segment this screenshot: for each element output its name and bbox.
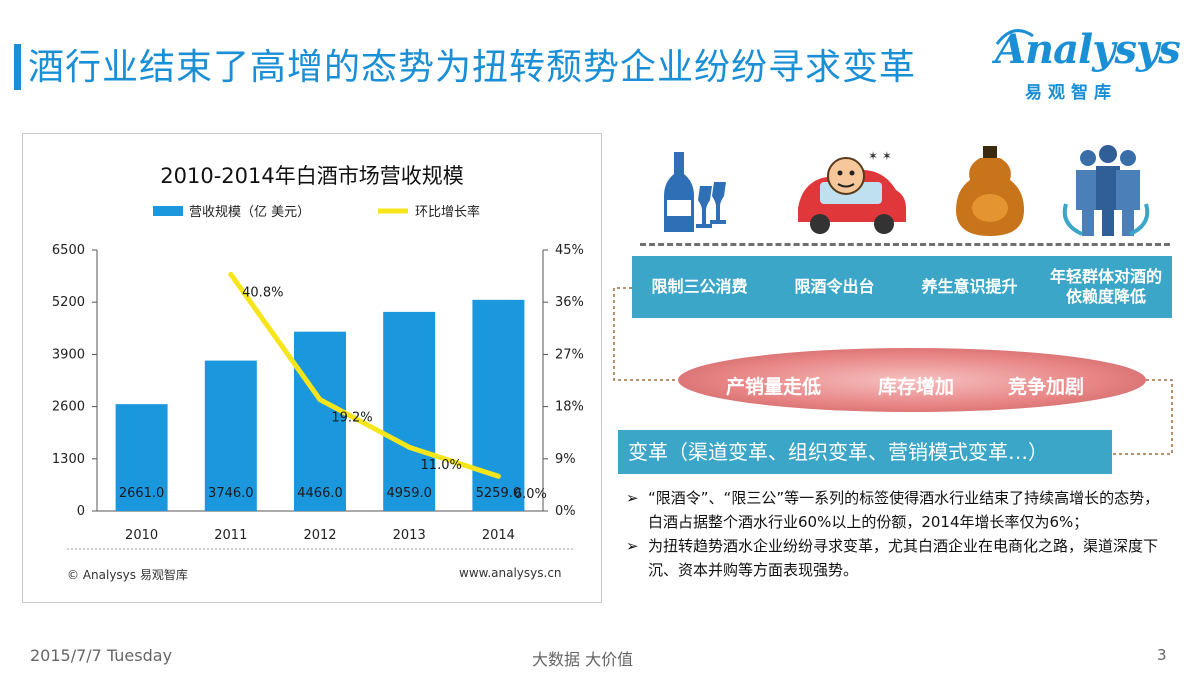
bar bbox=[204, 360, 257, 511]
x-tick-label: 2013 bbox=[393, 528, 426, 543]
y-tick-label-right: 18% bbox=[555, 400, 584, 415]
svg-text:✶ ✶: ✶ ✶ bbox=[868, 149, 892, 163]
line-data-label: 19.2% bbox=[331, 411, 372, 426]
y-tick-label-left: 6500 bbox=[52, 243, 85, 258]
reform-box: 变革（渠道变革、组织变革、营销模式变革…） bbox=[618, 430, 1112, 474]
bullet-arrow-icon: ➢ bbox=[626, 537, 639, 555]
bar bbox=[472, 299, 525, 511]
x-tick-label: 2011 bbox=[214, 528, 247, 543]
bullet-text: 为扭转趋势酒水企业纷纷寻求变革，尤其白酒企业在电商化之路，渠道深度下沉、资本并购… bbox=[648, 537, 1159, 579]
icons-divider bbox=[640, 243, 1170, 246]
line-point bbox=[495, 473, 501, 479]
effect-item: 库存增加 bbox=[878, 376, 955, 398]
footer-slogan: 大数据 大价值 bbox=[532, 650, 634, 669]
effect-item: 竞争加剧 bbox=[1008, 376, 1085, 398]
y-tick-label-right: 36% bbox=[555, 295, 584, 310]
growth-line bbox=[228, 272, 500, 479]
line-data-label: 11.0% bbox=[421, 458, 462, 473]
cause-item: 年轻群体对酒的依赖度降低 bbox=[1049, 267, 1162, 306]
bar-data-label: 4466.0 bbox=[297, 486, 343, 501]
line-point bbox=[317, 397, 323, 403]
bar-data-label: 4959.0 bbox=[386, 486, 432, 501]
logo-word: Analysys bbox=[995, 26, 1181, 73]
y-tick-label-right: 9% bbox=[555, 452, 576, 467]
list-item: ➢ “限酒令”、“限三公”等一系列的标签使得酒水行业结束了持续高增长的态势，白酒… bbox=[626, 486, 1174, 534]
bar-data-label: 5259.0 bbox=[476, 486, 522, 501]
legend-bar-label: 营收规模（亿 美元） bbox=[189, 205, 310, 220]
bullet-text: “限酒令”、“限三公”等一系列的标签使得酒水行业结束了持续高增长的态势，白酒占据… bbox=[648, 489, 1160, 531]
y-tick-label-right: 27% bbox=[555, 347, 584, 362]
logo-chinese: 易观智库 bbox=[1025, 83, 1117, 103]
y-tick-label-left: 5200 bbox=[52, 295, 85, 310]
legend-line-label: 环比增长率 bbox=[415, 204, 480, 220]
bullet-arrow-icon: ➢ bbox=[626, 489, 639, 507]
cause-item: 限酒令出台 bbox=[794, 277, 875, 296]
bar bbox=[294, 331, 346, 511]
cause-icons: ✶ ✶ bbox=[650, 140, 1170, 240]
y-tick-label-left: 2600 bbox=[52, 400, 85, 415]
page-number: 3 bbox=[1157, 646, 1167, 664]
bullet-list: ➢ “限酒令”、“限三公”等一系列的标签使得酒水行业结束了持续高增长的态势，白酒… bbox=[626, 486, 1174, 582]
y-tick-label-left: 3900 bbox=[52, 347, 85, 362]
bar bbox=[115, 404, 168, 511]
line-point bbox=[406, 444, 412, 450]
chart-copyright: © Analysys 易观智库 bbox=[67, 568, 188, 582]
x-tick-label: 2014 bbox=[482, 528, 515, 543]
wine-bottle-glasses-icon bbox=[664, 152, 726, 232]
legend-bar-swatch bbox=[153, 206, 183, 216]
bar-data-label: 3746.0 bbox=[208, 486, 254, 501]
line-data-label: 6.0% bbox=[514, 487, 547, 502]
cause-item: 养生意识提升 bbox=[921, 277, 1018, 296]
liquor-gourd-bottle-icon bbox=[956, 146, 1024, 236]
footer-date: 2015/7/7 Tuesday bbox=[30, 646, 173, 665]
chart-panel: 0 1300 2600 3900 5200 6500 0% 9% 18% 27% 36% 45% 266… bbox=[22, 133, 602, 603]
cause-item: 限制三公消费 bbox=[651, 277, 748, 296]
chart-website: www.analysys.cn bbox=[459, 566, 562, 580]
revenue-chart: 0 1300 2600 3900 5200 6500 0% 9% 18% 27% 36% 45% 266… bbox=[52, 204, 584, 550]
chart-title: 2010-2014年白酒市场营收规模 bbox=[160, 164, 464, 188]
page-title: 酒行业结束了高增的态势为扭转颓势企业纷纷寻求变革 bbox=[28, 47, 917, 88]
effects-ellipse bbox=[678, 348, 1146, 412]
bar-data-label: 2661.0 bbox=[119, 486, 165, 501]
line-data-label: 40.8% bbox=[242, 285, 283, 300]
title-accent-bar bbox=[14, 44, 21, 90]
people-group-icon bbox=[1062, 145, 1150, 236]
x-tick-label: 2012 bbox=[303, 528, 336, 543]
y-tick-label-left: 0 bbox=[77, 504, 85, 519]
effect-item: 产销量走低 bbox=[726, 376, 822, 398]
list-item: ➢ 为扭转趋势酒水企业纷纷寻求变革，尤其白酒企业在电商化之路，渠道深度下沉、资本… bbox=[626, 534, 1174, 582]
line-point bbox=[228, 271, 234, 277]
bar bbox=[383, 311, 436, 511]
x-tick-label: 2010 bbox=[125, 528, 158, 543]
logo-swoosh-icon bbox=[995, 29, 1034, 45]
cause-bar: 限制三公消费 限酒令出台 养生意识提升 年轻群体对酒的依赖度降低 bbox=[632, 256, 1172, 318]
analysys-logo: Analysys 易观智库 bbox=[995, 26, 1181, 106]
y-tick-label-right: 45% bbox=[555, 243, 584, 258]
y-tick-label-right: 0% bbox=[555, 504, 576, 519]
y-tick-label-left: 1300 bbox=[52, 452, 85, 467]
drunk-driver-car-icon: ✶ ✶ bbox=[798, 149, 906, 234]
